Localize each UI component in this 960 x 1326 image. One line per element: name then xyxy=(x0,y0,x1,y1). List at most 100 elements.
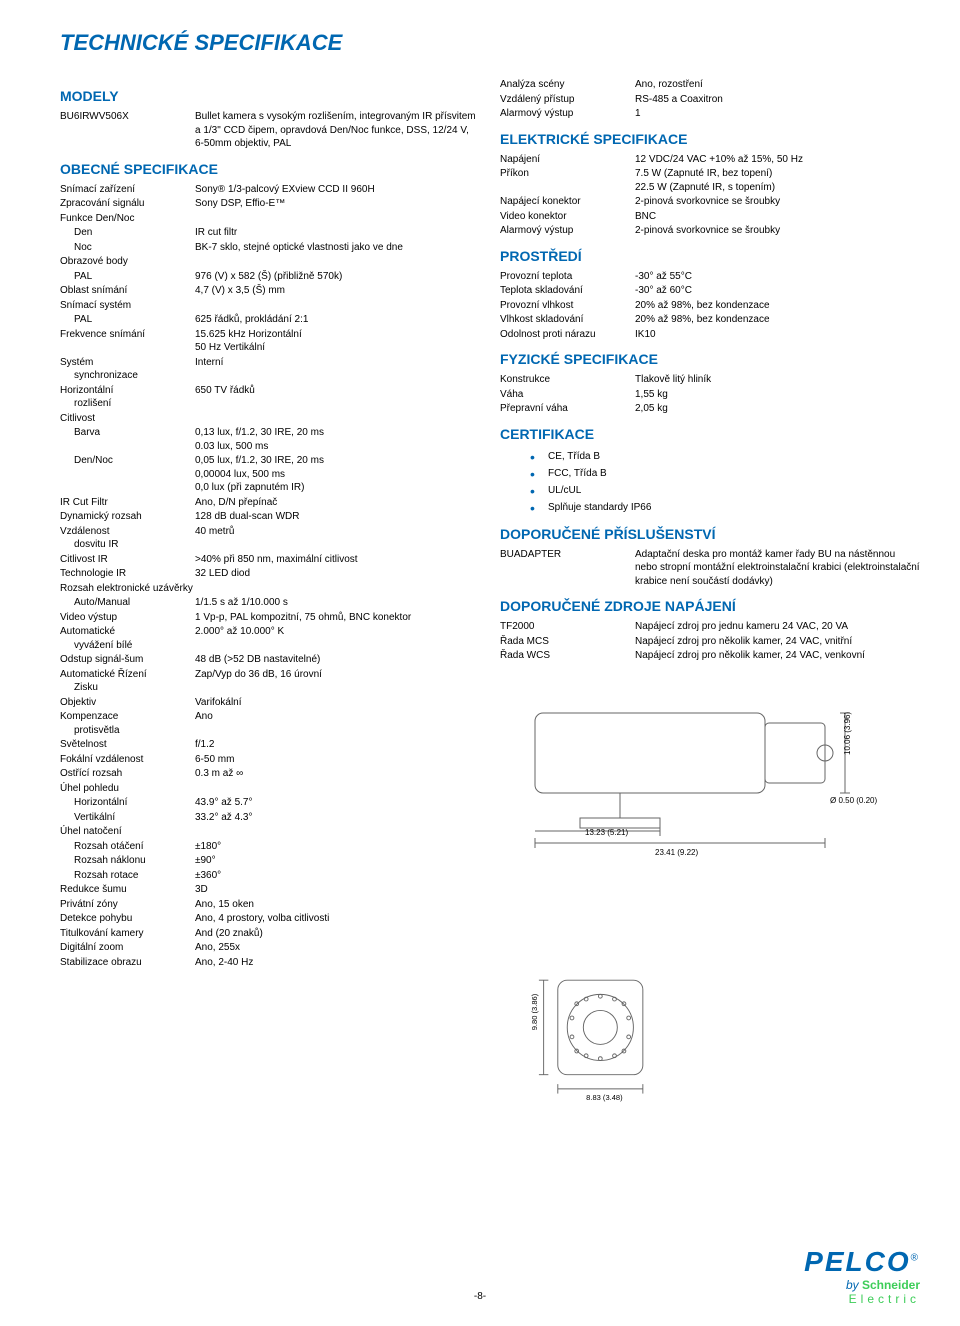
spec-label: PAL xyxy=(60,313,195,327)
spec-value: ±360° xyxy=(195,869,480,883)
spec-value xyxy=(195,782,480,796)
spec-row: BU6IRWV506XBullet kamera s vysokým rozli… xyxy=(60,110,480,151)
spec-label: Snímací zařízení xyxy=(60,183,195,197)
spec-row: Alarmový výstup2-pinová svorkovnice se š… xyxy=(500,224,920,238)
spec-label: Napájení xyxy=(500,153,635,167)
spec-label: Řada MCS xyxy=(500,635,635,649)
spec-value: Napájecí zdroj pro jednu kameru 24 VAC, … xyxy=(635,620,920,634)
page-number: -8- xyxy=(474,1291,486,1302)
spec-value: 625 řádků, prokládání 2:1 xyxy=(195,313,480,327)
spec-label: BU6IRWV506X xyxy=(60,110,195,151)
spec-label: Digitální zoom xyxy=(60,941,195,955)
spec-label: Rozsah elektronické uzávěrky xyxy=(60,582,195,596)
section-title: CERTIFIKACE xyxy=(500,426,920,442)
spec-value: 20% až 98%, bez kondenzace xyxy=(635,299,920,313)
schneider-byline: by Schneider Electric xyxy=(804,1278,920,1306)
spec-row: Alarmový výstup1 xyxy=(500,107,920,121)
spec-label: Odstup signál-šum xyxy=(60,653,195,667)
spec-label: Teplota skladování xyxy=(500,284,635,298)
spec-value: 2-pinová svorkovnice se šroubky xyxy=(635,224,920,238)
pelco-logo: PELCO® xyxy=(804,1246,920,1278)
spec-row: KompenzaceprotisvětlaAno xyxy=(60,710,480,737)
spec-row: Oblast snímání4,7 (V) x 3,5 (Š) mm xyxy=(60,284,480,298)
spec-row: Provozní vlhkost20% až 98%, bez kondenza… xyxy=(500,299,920,313)
spec-value: Napájecí zdroj pro několik kamer, 24 VAC… xyxy=(635,649,920,663)
spec-value: Tlakově litý hliník xyxy=(635,373,920,387)
spec-label: Noc xyxy=(60,241,195,255)
spec-row: Napájení12 VDC/24 VAC +10% až 15%, 50 Hz xyxy=(500,153,920,167)
spec-label: Horizontálnírozlišení xyxy=(60,384,195,411)
spec-label: Obrazové body xyxy=(60,255,195,269)
spec-row: PAL625 řádků, prokládání 2:1 xyxy=(60,313,480,327)
spec-label: TF2000 xyxy=(500,620,635,634)
spec-row: IR Cut FiltrAno, D/N přepínač xyxy=(60,496,480,510)
spec-label: Citlivost IR xyxy=(60,553,195,567)
spec-row: Zpracování signáluSony DSP, Effio-E™ xyxy=(60,197,480,211)
spec-label: Přepravní váha xyxy=(500,402,635,416)
spec-row: Váha1,55 kg xyxy=(500,388,920,402)
spec-label: Frekvence snímání xyxy=(60,328,195,355)
spec-value: 3D xyxy=(195,883,480,897)
spec-value: Bullet kamera s vysokým rozlišením, inte… xyxy=(195,110,480,151)
spec-value xyxy=(195,299,480,313)
spec-label: BUADAPTER xyxy=(500,548,635,589)
spec-value: Varifokální xyxy=(195,696,480,710)
spec-row: Odolnost proti nárazuIK10 xyxy=(500,328,920,342)
spec-row: Řada WCSNapájecí zdroj pro několik kamer… xyxy=(500,649,920,663)
spec-value: -30° až 60°C xyxy=(635,284,920,298)
spec-row: KonstrukceTlakově litý hliník xyxy=(500,373,920,387)
spec-value xyxy=(195,212,480,226)
spec-row: Technologie IR32 LED diod xyxy=(60,567,480,581)
spec-row: Citlivost xyxy=(60,412,480,426)
spec-row: Den/Noc0,05 lux, f/1.2, 30 IRE, 20 ms0,0… xyxy=(60,454,480,495)
spec-row: Napájecí konektor2-pinová svorkovnice se… xyxy=(500,195,920,209)
spec-label: Světelnost xyxy=(60,738,195,752)
spec-value: -30° až 55°C xyxy=(635,270,920,284)
spec-row: Fokální vzdálenost6-50 mm xyxy=(60,753,480,767)
spec-value: 1 xyxy=(635,107,920,121)
spec-row: DenIR cut filtr xyxy=(60,226,480,240)
spec-label: Odolnost proti nárazu xyxy=(500,328,635,342)
spec-row: Rozsah elektronické uzávěrky xyxy=(60,582,480,596)
dim-width: 23.41 (9.22) xyxy=(655,848,698,857)
spec-row: Vlhkost skladování20% až 98%, bez konden… xyxy=(500,313,920,327)
spec-value: 48 dB (>52 DB nastavitelné) xyxy=(195,653,480,667)
bullet-item: CE, Třída B xyxy=(530,448,920,465)
spec-row: TF2000Napájecí zdroj pro jednu kameru 24… xyxy=(500,620,920,634)
spec-row: Řada MCSNapájecí zdroj pro několik kamer… xyxy=(500,635,920,649)
spec-row: Automatickévyvážení bílé2.000° až 10.000… xyxy=(60,625,480,652)
spec-label: Systémsynchronizace xyxy=(60,356,195,383)
left-column: MODELYBU6IRWV506XBullet kamera s vysokým… xyxy=(60,78,480,1139)
spec-row: Obrazové body xyxy=(60,255,480,269)
spec-row: Ostřící rozsah0.3 m až ∞ xyxy=(60,767,480,781)
spec-value: 976 (V) x 582 (Š) (přibližně 570k) xyxy=(195,270,480,284)
spec-label: Technologie IR xyxy=(60,567,195,581)
spec-value: Ano, 255x xyxy=(195,941,480,955)
section-title: DOPORUČENÉ ZDROJE NAPÁJENÍ xyxy=(500,598,920,614)
spec-value: 6-50 mm xyxy=(195,753,480,767)
dimension-diagrams: 13.23 (5.21) 23.41 (9.22) 10.06 (3.96) Ø… xyxy=(500,683,920,1139)
spec-row: Úhel pohledu xyxy=(60,782,480,796)
spec-value: 1/1.5 s až 1/10.000 s xyxy=(195,596,480,610)
spec-row: Příkon7.5 W (Zapnuté IR, bez topení)22.5… xyxy=(500,167,920,194)
spec-value: Interní xyxy=(195,356,480,383)
spec-value: 12 VDC/24 VAC +10% až 15%, 50 Hz xyxy=(635,153,920,167)
spec-row: Privátní zónyAno, 15 oken xyxy=(60,898,480,912)
spec-label: Automatickévyvážení bílé xyxy=(60,625,195,652)
spec-label: Řada WCS xyxy=(500,649,635,663)
spec-row: Snímací zařízeníSony® 1/3-palcový EXview… xyxy=(60,183,480,197)
spec-value xyxy=(195,825,480,839)
spec-row: Rozsah otáčení±180° xyxy=(60,840,480,854)
spec-value: ±90° xyxy=(195,854,480,868)
spec-value xyxy=(195,255,480,269)
spec-label: Privátní zóny xyxy=(60,898,195,912)
spec-label: Provozní vlhkost xyxy=(500,299,635,313)
spec-label: Fokální vzdálenost xyxy=(60,753,195,767)
spec-label: Titulkování kamery xyxy=(60,927,195,941)
spec-label: Detekce pohybu xyxy=(60,912,195,926)
spec-label: Den xyxy=(60,226,195,240)
spec-value: 0,05 lux, f/1.2, 30 IRE, 20 ms0,00004 lu… xyxy=(195,454,480,495)
section-title: PROSTŘEDÍ xyxy=(500,248,920,264)
section-title: ELEKTRICKÉ SPECIFIKACE xyxy=(500,131,920,147)
footer: PELCO® by Schneider Electric xyxy=(804,1246,920,1306)
